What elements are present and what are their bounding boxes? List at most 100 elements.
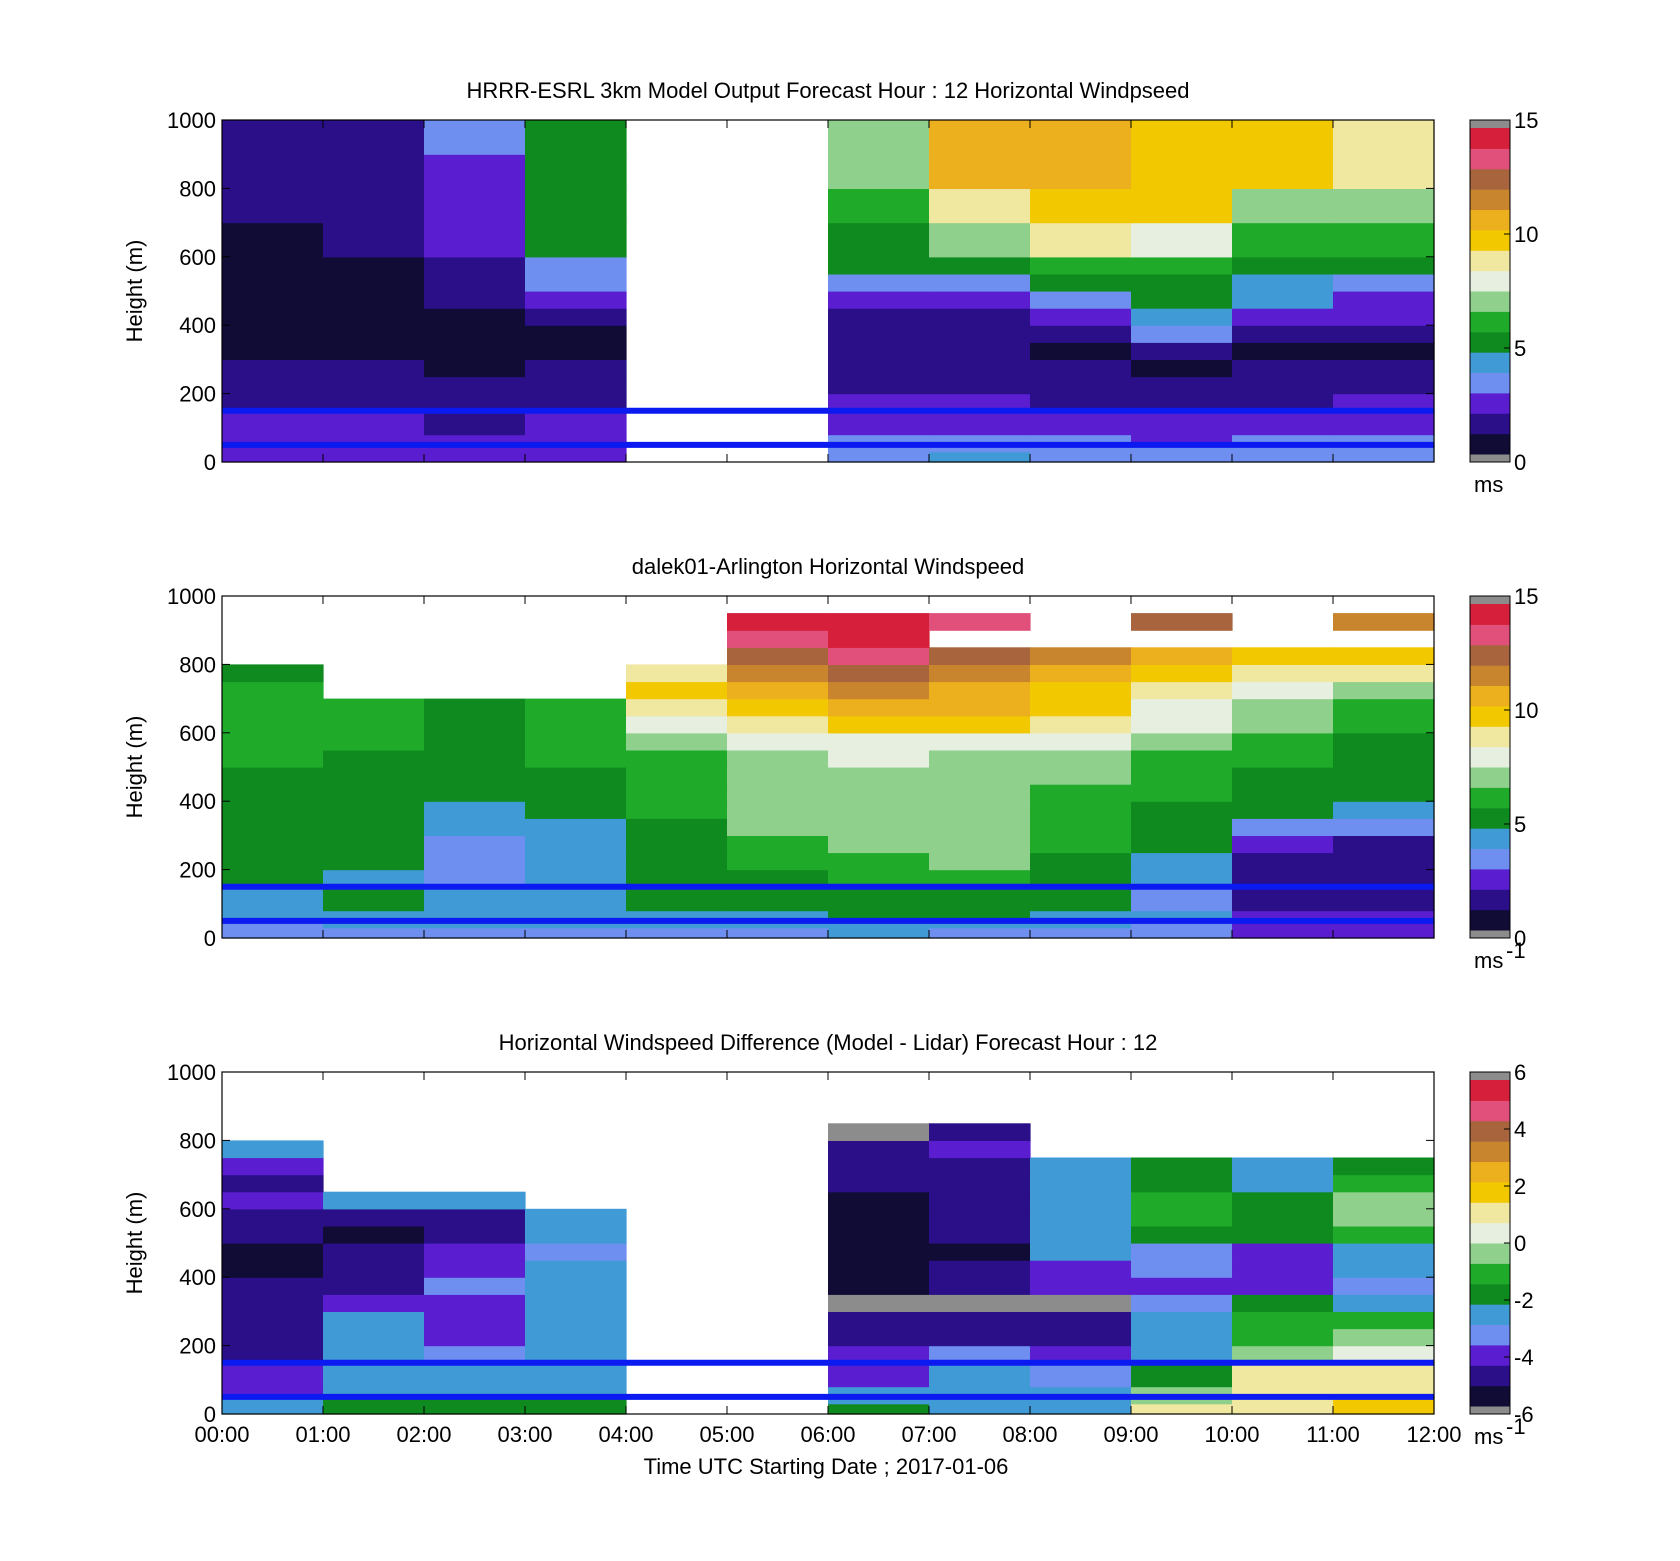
heatmap-cell (828, 732, 930, 751)
heatmap-cell (1030, 1396, 1132, 1405)
heatmap-cell (222, 1396, 324, 1405)
heatmap-cell (1232, 1362, 1334, 1388)
heatmap-cell (828, 308, 930, 326)
heatmap-cell (222, 1208, 324, 1227)
heatmap-cell (323, 1311, 425, 1330)
heatmap-cell (323, 325, 425, 343)
heatmap-cell (424, 376, 526, 395)
heatmap-cell (1030, 393, 1132, 412)
heatmap-cell (1131, 1386, 1233, 1398)
heatmap-cell (1333, 1208, 1435, 1227)
heatmap-cell (1131, 188, 1233, 224)
heatmap-cell (1333, 869, 1435, 888)
heatmap-cell (1030, 852, 1132, 871)
heatmap-cell (424, 818, 526, 836)
colorbar-unit-exponent: -1 (1506, 1414, 1526, 1439)
heatmap-cell (1333, 927, 1435, 939)
heatmap-cell (929, 154, 1031, 189)
heatmap-cell (1333, 749, 1435, 768)
heatmap-cell (1131, 434, 1233, 446)
heatmap-cell (1131, 393, 1233, 412)
heatmap-cell (1131, 1260, 1233, 1278)
colorbar-segment (1470, 1080, 1510, 1101)
heatmap-cell (1030, 732, 1132, 751)
heatmap-cell (626, 927, 728, 939)
colorbar-segment (1470, 1324, 1510, 1346)
x-tick-label: 06:00 (800, 1422, 855, 1447)
heatmap-cell (424, 1311, 526, 1330)
heatmap-cell (424, 869, 526, 888)
heatmap-cell (525, 927, 627, 939)
heatmap-cell (525, 1311, 627, 1330)
heatmap-cell (1131, 749, 1233, 768)
heatmap-cell (1030, 1403, 1132, 1415)
heatmap-cell (525, 188, 627, 224)
heatmap-cell (828, 767, 930, 785)
heatmap-cell (525, 1225, 627, 1244)
heatmap-cell (828, 1174, 930, 1193)
heatmap-cell (929, 342, 1031, 360)
heatmap-cell (525, 1403, 627, 1415)
heatmap-cell (1030, 1294, 1132, 1312)
heatmap-cell (323, 698, 425, 717)
heatmap-cell (525, 1277, 627, 1295)
heatmap-cell (828, 1157, 930, 1176)
heatmap-cell (525, 256, 627, 275)
colorbar-segment (1470, 250, 1510, 272)
heatmap-cell (525, 376, 627, 395)
heatmap-cell (222, 1243, 324, 1261)
heatmap-cell (1131, 835, 1233, 854)
heatmap-cell (1131, 886, 1233, 912)
heatmap-cell (1030, 869, 1132, 888)
heatmap-cell (929, 801, 1031, 819)
heatmap-cell (1131, 120, 1233, 155)
heatmap-cell (323, 715, 425, 734)
colorbar-tick-label: 0 (1514, 926, 1526, 951)
colorbar-segment (1470, 209, 1510, 231)
heatmap-cell (323, 927, 425, 939)
colorbar-tick-label: 5 (1514, 336, 1526, 361)
heatmap-cell (828, 120, 930, 155)
colorbar-over (1470, 120, 1510, 128)
heatmap-cell (1333, 852, 1435, 871)
heatmap-cell (1232, 681, 1334, 700)
heatmap-cell (1232, 835, 1334, 854)
panel-title: dalek01-Arlington Horizontal Windspeed (632, 554, 1025, 579)
heatmap-cell (525, 451, 627, 463)
heatmap-cell (626, 784, 728, 802)
heatmap-cell (727, 869, 829, 888)
heatmap-cell (828, 1140, 930, 1159)
panel-3: Horizontal Windspeed Difference (Model -… (122, 1030, 1534, 1449)
heatmap-cell (1030, 188, 1132, 224)
heatmap-cell (1131, 1294, 1233, 1312)
heatmap-cell (222, 664, 324, 683)
x-tick-label: 03:00 (497, 1422, 552, 1447)
heatmap-cell (1030, 647, 1132, 665)
y-tick-label: 600 (179, 1197, 216, 1222)
heatmap-cell (1030, 308, 1132, 326)
colorbar-segment (1470, 1344, 1510, 1366)
colorbar-segment (1470, 311, 1510, 333)
heatmap-cell (929, 1243, 1031, 1261)
heatmap-cell (323, 1277, 425, 1295)
heatmap-cell (929, 886, 1031, 912)
heatmap-cell (727, 767, 829, 785)
heatmap-cell (323, 1208, 425, 1227)
heatmap-cell (1232, 1386, 1334, 1398)
y-tick-label: 600 (179, 721, 216, 746)
heatmap-cell (1333, 613, 1435, 631)
heatmap-cell (222, 1174, 324, 1193)
heatmap-cell (727, 927, 829, 939)
heatmap-cell (1030, 835, 1132, 854)
heatmap-cell (222, 1403, 324, 1415)
heatmap-cell (1333, 434, 1435, 446)
heatmap-cell (929, 444, 1031, 453)
heatmap-cell (1131, 1328, 1233, 1347)
heatmap-cell (525, 393, 627, 412)
x-tick-label: 12:00 (1406, 1422, 1461, 1447)
heatmap-cell (525, 818, 627, 836)
heatmap-cell (929, 1174, 1031, 1193)
heatmap-cell (424, 784, 526, 802)
heatmap-cell (424, 1345, 526, 1364)
y-axis-label: Height (m) (122, 716, 147, 819)
